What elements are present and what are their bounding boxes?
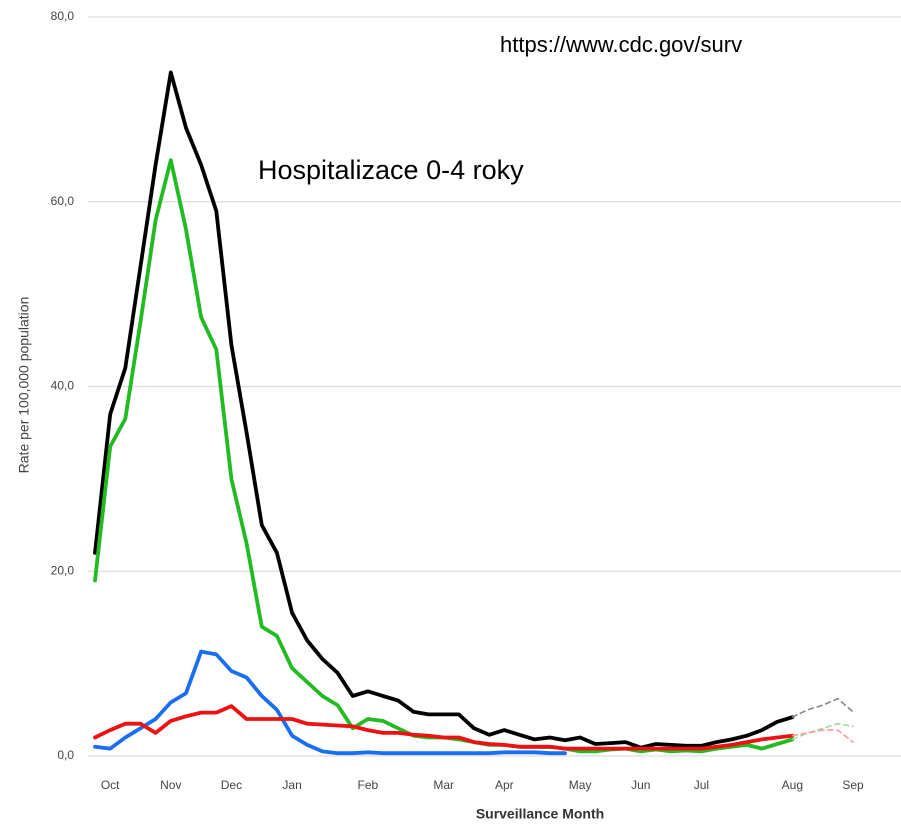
annotation-title: Hospitalizace 0-4 roky	[258, 155, 524, 185]
x-tick-label: Feb	[358, 778, 379, 792]
x-tick-label: Dec	[221, 778, 242, 792]
y-tick-label: 40,0	[51, 379, 75, 393]
x-tick-label: Nov	[160, 778, 181, 792]
series-line	[93, 649, 567, 756]
series-line	[791, 729, 854, 743]
x-tick-label: Apr	[495, 778, 514, 792]
grid	[88, 16, 901, 757]
series-line	[791, 697, 854, 718]
x-tick-label: Jan	[282, 778, 301, 792]
y-tick-label: 0,0	[57, 748, 74, 762]
y-tick-label: 60,0	[51, 194, 75, 208]
lines	[93, 70, 854, 756]
series-line	[93, 70, 795, 750]
x-axis-label: Surveillance Month	[476, 806, 604, 822]
series-line	[93, 704, 795, 751]
y-tick-label: 80,0	[51, 9, 75, 23]
y-axis-label: Rate per 100,000 population	[16, 297, 32, 474]
x-tick-label: Sep	[842, 778, 864, 792]
x-tick-label: Mar	[433, 778, 454, 792]
series-line	[791, 722, 854, 741]
annotation-url: https://www.cdc.gov/surv	[500, 32, 742, 57]
x-tick-label: Jul	[694, 778, 709, 792]
y-tick-label: 20,0	[51, 563, 75, 577]
x-tick-label: May	[569, 778, 592, 792]
x-tick-label: Aug	[782, 778, 803, 792]
x-tick-label: Jun	[631, 778, 650, 792]
x-tick-label: Oct	[101, 778, 120, 792]
annotation-box	[490, 28, 901, 64]
